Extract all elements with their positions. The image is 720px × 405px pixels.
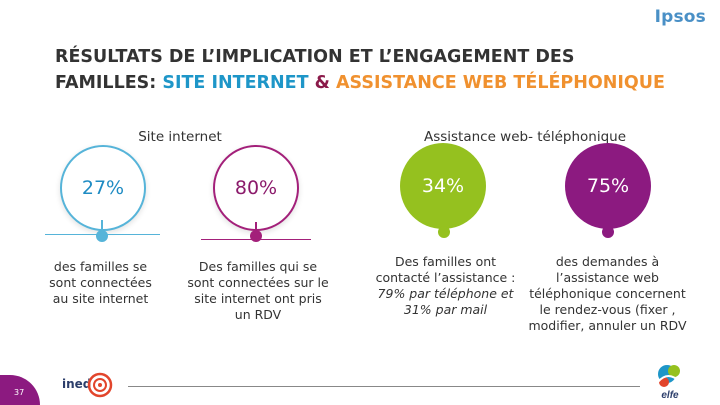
stat-3-circle: 34% bbox=[400, 143, 486, 229]
title-assist: ASSISTANCE WEB TÉLÉPHONIQUE bbox=[336, 73, 665, 93]
stat-1-dot bbox=[96, 230, 108, 242]
stat-2-value: 80% bbox=[234, 177, 278, 199]
stat-1-desc-line: sont connectées bbox=[49, 275, 152, 290]
page-number: 37 bbox=[14, 388, 25, 397]
ipsos-logo: Ipsos bbox=[654, 7, 706, 27]
stat-4-desc-line: téléphonique concernent bbox=[529, 286, 686, 301]
stat-3-desc-line: contacté l’assistance : bbox=[375, 270, 516, 285]
footer-divider bbox=[128, 386, 640, 387]
ined-logo-icon bbox=[87, 372, 113, 398]
stat-3-value: 34% bbox=[421, 175, 465, 197]
stat-3-desc-italic: 79% par téléphone et bbox=[377, 286, 514, 301]
stat-2-desc-line: un RDV bbox=[234, 307, 282, 322]
stat-1-circle: 27% bbox=[60, 145, 146, 231]
stat-3-stem bbox=[443, 218, 445, 230]
stat-3-desc-italic: 31% par mail bbox=[403, 302, 488, 317]
site-heading: Site internet bbox=[138, 129, 222, 145]
ined-logo-text: ined bbox=[62, 377, 92, 391]
stat-2-underline bbox=[201, 239, 311, 240]
title-line-1: RÉSULTATS DE L’IMPLICATION ET L’ENGAGEME… bbox=[55, 47, 575, 67]
stat-1-desc-line: des familles se bbox=[53, 259, 148, 274]
page-title: RÉSULTATS DE L’IMPLICATION ET L’ENGAGEME… bbox=[55, 44, 715, 96]
stat-3-desc-line: Des familles ont bbox=[394, 254, 497, 269]
stat-2-stem bbox=[255, 222, 257, 236]
stat-2-desc-line: sont connectées sur le bbox=[187, 275, 329, 290]
stat-2-dot bbox=[250, 230, 262, 242]
title-site: SITE INTERNET bbox=[162, 73, 309, 93]
stat-2-description: Des familles qui se sont connectées sur … bbox=[178, 259, 338, 323]
title-amp: & bbox=[308, 73, 336, 93]
stat-4-desc-line: le rendez-vous (fixer , bbox=[539, 302, 676, 317]
stat-4-circle: 75% bbox=[565, 143, 651, 229]
stat-1-value: 27% bbox=[81, 177, 125, 199]
stat-4-desc-line: l’assistance web bbox=[556, 270, 659, 285]
stat-4-desc-line: modifier, annuler un RDV bbox=[528, 318, 687, 333]
page-number-badge: 37 bbox=[0, 375, 40, 405]
stat-1-desc-line: au site internet bbox=[52, 291, 149, 306]
stat-3-description: Des familles ont contacté l’assistance :… bbox=[368, 254, 523, 318]
assist-heading: Assistance web- téléphonique bbox=[423, 129, 627, 145]
elfe-label: elfe bbox=[661, 390, 679, 401]
title-prefix: FAMILLES: bbox=[55, 73, 163, 93]
stat-4-description: des demandes à l’assistance web téléphon… bbox=[520, 254, 695, 334]
stat-4-value: 75% bbox=[586, 175, 630, 197]
stat-2-desc-line: site internet ont pris bbox=[194, 291, 322, 306]
stat-3-dot bbox=[438, 226, 450, 238]
elfe-logo: elfe bbox=[657, 365, 681, 401]
stat-2-circle: 80% bbox=[213, 145, 299, 231]
stat-4-desc-line: des demandes à bbox=[555, 254, 660, 269]
stat-4-dot bbox=[602, 226, 614, 238]
stat-4-stem bbox=[607, 218, 609, 230]
title-line-2: FAMILLES: SITE INTERNET & ASSISTANCE WEB… bbox=[55, 70, 715, 96]
stat-1-stem bbox=[101, 220, 103, 236]
stat-1-underline bbox=[45, 234, 160, 235]
stat-1-description: des familles se sont connectées au site … bbox=[28, 259, 173, 307]
stat-2-desc-line: Des familles qui se bbox=[198, 259, 318, 274]
